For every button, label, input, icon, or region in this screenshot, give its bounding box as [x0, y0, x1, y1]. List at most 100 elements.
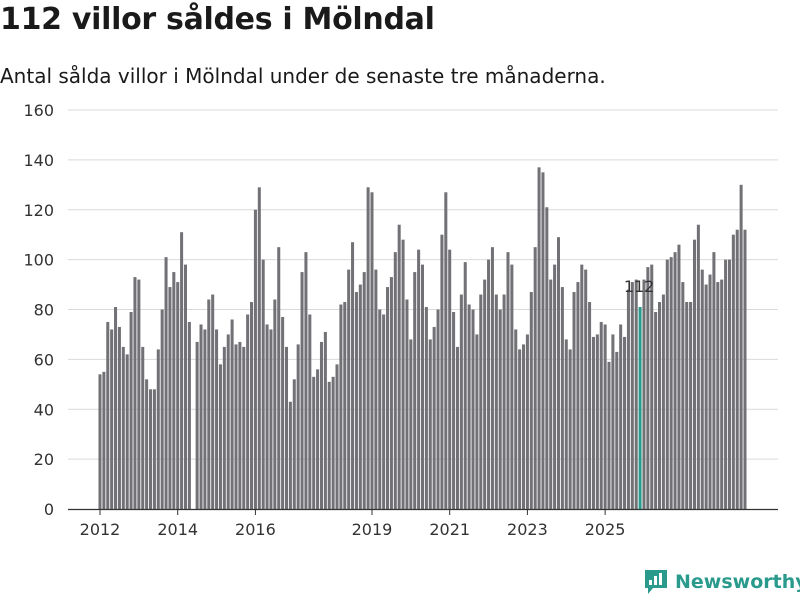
bar — [187, 321, 191, 509]
bar — [607, 361, 611, 509]
bar — [537, 167, 541, 510]
bar — [413, 272, 417, 509]
bar — [121, 346, 125, 509]
bar — [689, 302, 693, 509]
bar — [584, 269, 588, 509]
bar — [564, 339, 568, 509]
bar — [739, 184, 743, 509]
bar — [296, 344, 300, 509]
bar — [455, 346, 459, 509]
bar — [727, 259, 731, 510]
y-tick-label: 120 — [23, 201, 54, 220]
bar — [331, 376, 335, 509]
bar — [510, 264, 514, 509]
bar — [560, 287, 564, 509]
bar — [615, 351, 619, 509]
bar — [650, 264, 654, 509]
newsworthy-logo-icon — [645, 570, 667, 594]
bar — [630, 282, 634, 509]
bar — [253, 209, 257, 509]
bar — [335, 364, 339, 509]
bar — [436, 309, 440, 509]
bar — [102, 371, 106, 509]
bar — [180, 232, 184, 509]
bar — [114, 307, 118, 509]
bar — [692, 239, 696, 510]
bar — [696, 224, 700, 509]
bar — [226, 334, 230, 509]
bar — [156, 349, 160, 509]
bar — [658, 302, 662, 509]
bar — [483, 279, 487, 509]
bar — [553, 264, 557, 509]
bar — [238, 341, 242, 509]
bar — [576, 282, 580, 509]
x-tick-label: 2021 — [429, 520, 470, 539]
bar — [463, 262, 467, 509]
bar — [700, 269, 704, 509]
bar — [681, 282, 685, 509]
bar — [595, 334, 599, 509]
bar — [529, 292, 533, 509]
bar — [401, 239, 405, 510]
bar — [611, 334, 615, 509]
bar — [358, 284, 362, 509]
bar — [172, 272, 176, 509]
bar — [506, 252, 510, 509]
bar — [533, 247, 537, 509]
bar — [164, 257, 168, 509]
bar — [405, 299, 409, 509]
bar — [168, 287, 172, 509]
bar — [487, 259, 491, 510]
bar — [704, 284, 708, 509]
bar — [366, 187, 370, 509]
bar — [580, 264, 584, 509]
bar — [420, 264, 425, 509]
bar — [549, 279, 553, 509]
y-tick-label: 140 — [23, 151, 54, 170]
bar — [106, 321, 110, 509]
bar — [452, 311, 456, 509]
bar — [300, 272, 304, 509]
bar — [432, 326, 436, 509]
bar — [459, 294, 463, 509]
chart-subtitle: Antal sålda villor i Mölndal under de se… — [0, 64, 606, 88]
bar — [203, 329, 207, 509]
bar — [588, 302, 592, 509]
bar — [669, 257, 673, 509]
bar — [304, 252, 308, 509]
bar — [257, 187, 261, 509]
bar — [242, 346, 246, 509]
bar — [125, 354, 129, 509]
x-tick-label: 2016 — [235, 520, 276, 539]
bar — [490, 247, 494, 509]
bar — [677, 244, 681, 509]
bar — [716, 282, 720, 509]
bar — [273, 299, 277, 509]
bar — [661, 294, 665, 509]
bar — [646, 267, 650, 509]
bar — [522, 344, 526, 509]
bar — [129, 311, 133, 509]
bar — [246, 314, 250, 509]
bar — [642, 279, 646, 509]
bar — [545, 207, 549, 509]
bar — [312, 376, 316, 509]
bar — [195, 341, 199, 509]
bar — [389, 277, 393, 509]
bar — [354, 292, 358, 509]
bar — [494, 294, 498, 509]
y-tick-label: 80 — [34, 301, 54, 320]
x-tick-label: 2025 — [585, 520, 626, 539]
bar — [215, 329, 219, 509]
bar — [428, 339, 432, 509]
bar — [149, 389, 153, 509]
bar — [207, 299, 211, 509]
x-tick-label: 2012 — [80, 520, 121, 539]
bar — [250, 302, 254, 509]
bar — [685, 302, 689, 509]
bar — [735, 229, 739, 509]
bar — [541, 172, 545, 509]
bar — [199, 324, 203, 509]
bar — [117, 326, 121, 509]
